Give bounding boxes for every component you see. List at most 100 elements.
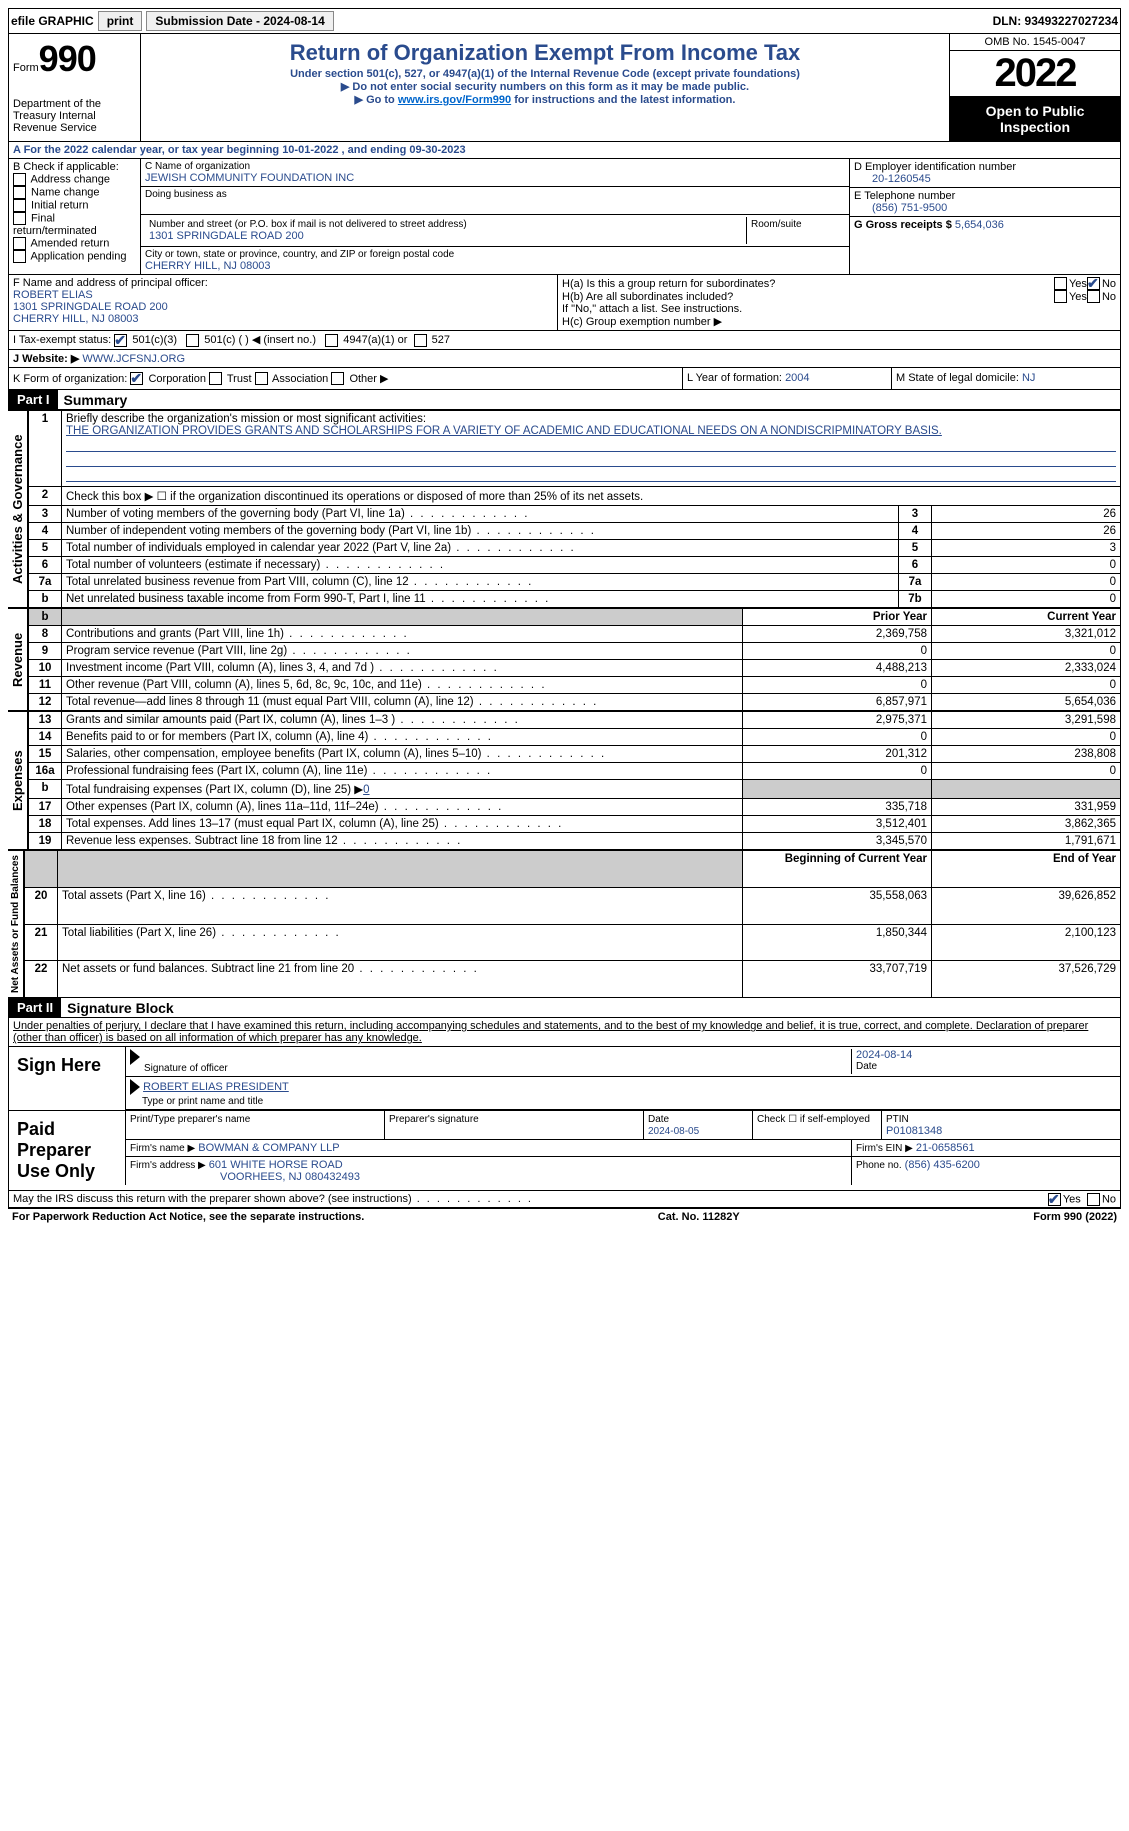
k-other-checkbox[interactable] — [331, 372, 344, 385]
b-checkbox[interactable] — [13, 199, 26, 212]
b-items: Address change Name change Initial retur… — [13, 173, 136, 263]
footer-center: Cat. No. 11282Y — [658, 1211, 740, 1223]
k-trust-checkbox[interactable] — [209, 372, 222, 385]
current-year-header: Current Year — [932, 609, 1121, 626]
ha-label: H(a) Is this a group return for subordin… — [562, 278, 1054, 290]
l-value: 2004 — [785, 372, 809, 384]
expense-vlabel: Expenses — [8, 711, 28, 850]
sign-here-label: Sign Here — [9, 1047, 125, 1110]
prior-year-header: Prior Year — [743, 609, 932, 626]
part2-title: Signature Block — [67, 1000, 174, 1016]
f-addr1: 1301 SPRINGDALE ROAD 200 — [13, 301, 553, 313]
hc-label: H(c) Group exemption number ▶ — [562, 315, 1116, 328]
k-corp-checkbox[interactable] — [130, 372, 143, 385]
city-label: City or town, state or province, country… — [145, 249, 845, 260]
col-h: H(a) Is this a group return for subordin… — [558, 275, 1120, 330]
omb-label: OMB No. 1545-0047 — [950, 34, 1120, 50]
preparer-block: Paid Preparer Use Only Print/Type prepar… — [8, 1111, 1121, 1191]
row-klm: K Form of organization: Corporation Trus… — [8, 368, 1121, 391]
arrow-icon — [130, 1049, 140, 1065]
k-assoc-checkbox[interactable] — [255, 372, 268, 385]
f-label: F Name and address of principal officer: — [13, 277, 553, 289]
street: 1301 SPRINGDALE ROAD 200 — [149, 230, 742, 242]
summary-block: Activities & Governance 1 Briefly descri… — [8, 410, 1121, 608]
col-l: L Year of formation: 2004 — [682, 368, 891, 390]
efile-label: efile GRAPHIC — [11, 14, 94, 28]
part2-header: Part II — [9, 998, 61, 1017]
row-i: I Tax-exempt status: 501(c)(3) 501(c) ( … — [8, 331, 1121, 350]
ha-yes-checkbox[interactable] — [1054, 277, 1067, 290]
form-title: Return of Organization Exempt From Incom… — [145, 40, 945, 66]
dln-label: DLN: 93493227027234 — [993, 14, 1118, 28]
i-label: I Tax-exempt status: — [13, 334, 111, 346]
col-k: K Form of organization: Corporation Trus… — [9, 368, 682, 390]
header-center: Return of Organization Exempt From Incom… — [141, 34, 949, 141]
col-m: M State of legal domicile: NJ — [891, 368, 1120, 390]
eoy-header: End of Year — [932, 851, 1121, 888]
col-b: B Check if applicable: Address change Na… — [9, 159, 141, 274]
header-right: OMB No. 1545-0047 2022 Open to Public In… — [949, 34, 1120, 141]
firm-addr2: VOORHEES, NJ 080432493 — [130, 1171, 360, 1183]
boy-header: Beginning of Current Year — [743, 851, 932, 888]
b-checkbox[interactable] — [13, 173, 26, 186]
preparer-label: Paid Preparer Use Only — [9, 1111, 125, 1190]
i-527-checkbox[interactable] — [414, 334, 427, 347]
c-name-label: C Name of organization — [145, 161, 845, 172]
ptin-value: P01081348 — [886, 1125, 942, 1137]
row-j: J Website: ▶ WWW.JCFSNJ.ORG — [8, 350, 1121, 368]
b-checkbox[interactable] — [13, 212, 26, 225]
ha-no-checkbox[interactable] — [1087, 277, 1100, 290]
hb-note: If "No," attach a list. See instructions… — [562, 303, 1116, 315]
submission-date-button[interactable]: Submission Date - 2024-08-14 — [146, 11, 333, 31]
m-value: NJ — [1022, 372, 1035, 384]
hb-yes-checkbox[interactable] — [1054, 290, 1067, 303]
footer-left: For Paperwork Reduction Act Notice, see … — [12, 1211, 364, 1223]
expense-block: Expenses 13Grants and similar amounts pa… — [8, 711, 1121, 850]
d-label: D Employer identification number — [854, 161, 1116, 173]
b-checkbox[interactable] — [13, 250, 26, 263]
org-name: JEWISH COMMUNITY FOUNDATION INC — [145, 172, 845, 184]
ein-value: 20-1260545 — [854, 173, 1116, 185]
discuss-yes-checkbox[interactable] — [1048, 1193, 1061, 1206]
open-public-label: Open to Public Inspection — [950, 97, 1120, 141]
i-501c3-checkbox[interactable] — [114, 334, 127, 347]
tax-year: 2022 — [950, 50, 1120, 97]
i-501c-checkbox[interactable] — [186, 334, 199, 347]
revenue-vlabel: Revenue — [8, 608, 28, 711]
website-value: WWW.JCFSNJ.ORG — [82, 353, 185, 365]
j-label: J Website: ▶ — [13, 353, 79, 365]
mission-text: THE ORGANIZATION PROVIDES GRANTS AND SCH… — [66, 425, 942, 437]
part2-bar: Part II Signature Block — [8, 998, 1121, 1018]
form-header: Form990 Department of the Treasury Inter… — [8, 34, 1121, 142]
b-checkbox[interactable] — [13, 237, 26, 250]
revenue-table: b Prior Year Current Year 8Contributions… — [28, 608, 1121, 711]
sign-date: 2024-08-14 — [856, 1049, 1116, 1061]
activities-table: 1 Briefly describe the organization's mi… — [28, 410, 1121, 608]
sign-here-block: Sign Here Signature of officer 2024-08-1… — [8, 1047, 1121, 1111]
f-name: ROBERT ELIAS — [13, 289, 553, 301]
i-4947-checkbox[interactable] — [325, 334, 338, 347]
k-label: K Form of organization: — [13, 373, 127, 385]
subtitle-2: ▶ Do not enter social security numbers o… — [145, 80, 945, 93]
revenue-block: Revenue b Prior Year Current Year 8Contr… — [8, 608, 1121, 711]
discuss-question: May the IRS discuss this return with the… — [13, 1193, 533, 1205]
irs-link[interactable]: www.irs.gov/Form990 — [398, 94, 511, 106]
firm-name: BOWMAN & COMPANY LLP — [198, 1142, 339, 1154]
firm-phone: (856) 435-6200 — [905, 1159, 980, 1171]
hb-no-checkbox[interactable] — [1087, 290, 1100, 303]
b-label: B Check if applicable: — [13, 161, 136, 173]
m-label: M State of legal domicile: — [896, 372, 1019, 384]
b-checkbox[interactable] — [13, 186, 26, 199]
part1-title: Summary — [64, 392, 128, 408]
f-addr2: CHERRY HILL, NJ 08003 — [13, 313, 553, 325]
discuss-no-checkbox[interactable] — [1087, 1193, 1100, 1206]
print-button[interactable]: print — [98, 11, 143, 31]
officer-name: ROBERT ELIAS PRESIDENT — [143, 1081, 289, 1093]
sig-officer-label: Signature of officer — [144, 1063, 851, 1074]
discuss-row: May the IRS discuss this return with the… — [8, 1191, 1121, 1208]
col-f: F Name and address of principal officer:… — [9, 275, 558, 330]
part1-bar: Part I Summary — [8, 390, 1121, 410]
activities-vlabel: Activities & Governance — [8, 410, 28, 608]
l-label: L Year of formation: — [687, 372, 782, 384]
e-label: E Telephone number — [854, 190, 1116, 202]
